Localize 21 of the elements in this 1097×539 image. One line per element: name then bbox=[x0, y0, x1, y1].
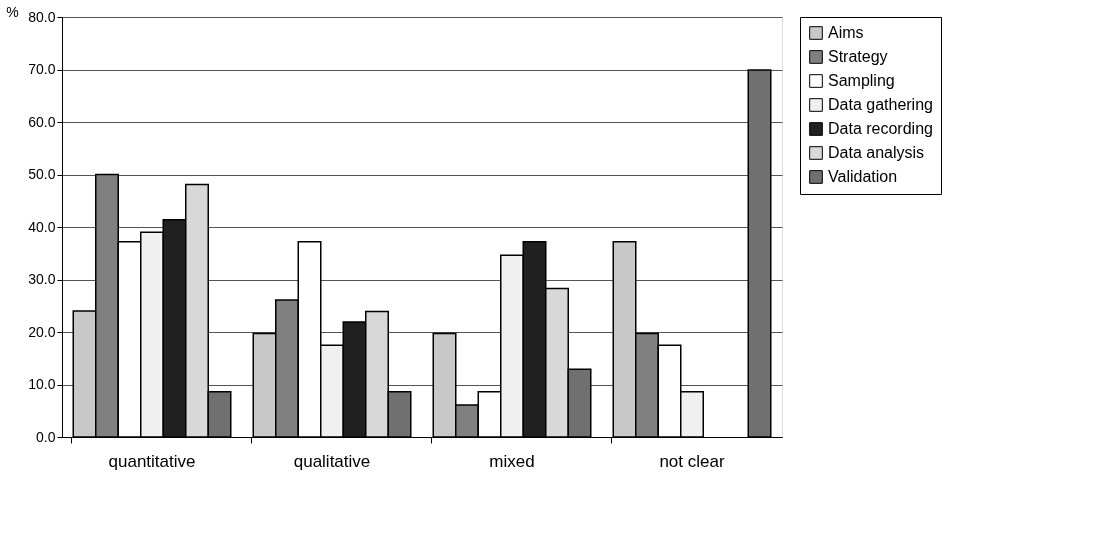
y-tick-label: 20.0 bbox=[28, 323, 56, 340]
legend-label: Strategy bbox=[828, 48, 888, 65]
y-tick-label: 0.0 bbox=[36, 428, 56, 445]
legend-label: Aims bbox=[828, 24, 864, 41]
y-tick-label: 60.0 bbox=[28, 113, 56, 130]
y-tick-label: 10.0 bbox=[28, 376, 56, 392]
y-tick-label: 50.0 bbox=[28, 166, 56, 182]
legend-label: Sampling bbox=[828, 72, 895, 89]
legend-label: Validation bbox=[828, 168, 898, 185]
legend-label: Data recording bbox=[828, 120, 933, 137]
y-tick-label: 80.0 bbox=[28, 8, 56, 25]
legend-label: Data gathering bbox=[828, 96, 933, 113]
legend-label: Data analysis bbox=[828, 144, 925, 161]
x-tick-label: mixed bbox=[489, 451, 535, 471]
y-axis-title: % bbox=[6, 3, 19, 20]
y-tick-label: 30.0 bbox=[28, 271, 56, 287]
x-tick-label: not clear bbox=[659, 451, 725, 471]
x-tick-label: qualitative bbox=[293, 451, 371, 471]
x-tick-label: quantitative bbox=[108, 451, 196, 471]
y-tick-label: 40.0 bbox=[28, 218, 56, 235]
y-tick-label: 70.0 bbox=[28, 61, 56, 77]
